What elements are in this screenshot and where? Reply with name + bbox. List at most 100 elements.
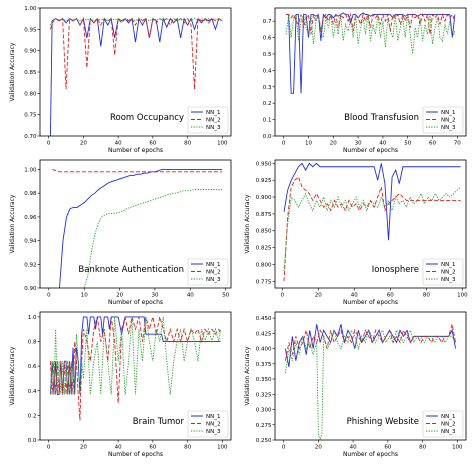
x-tick-label: 100	[217, 141, 228, 147]
legend-box	[187, 410, 229, 438]
subplot-5: 0 20 40 60 80 100 0.0 0.2 0.4 0.6 0.8 1.0 Number of …	[9, 311, 232, 458]
y-tick-label: 0.950	[256, 161, 272, 167]
x-tick-label: 100	[457, 293, 468, 299]
y-tick-label: 0.95	[24, 27, 37, 33]
y-tick-label: 0.350	[256, 377, 272, 383]
x-tick-label: 60	[384, 445, 391, 451]
x-axis-label: Number of epochs	[343, 147, 398, 154]
legend-label-NN_1: NN_1	[206, 414, 220, 420]
legend: NN_1 NN_2NN_3	[422, 410, 464, 438]
y-tick-label: 0.2	[28, 413, 37, 419]
legend-label-NN_1: NN_1	[206, 262, 220, 268]
series-line-NN_3	[49, 316, 222, 395]
legend: NN_1 NN_2NN_3	[187, 106, 229, 134]
x-tick-label: 30	[355, 141, 362, 147]
series-group	[285, 12, 456, 94]
y-tick-label: 0.98	[24, 191, 37, 197]
legend-label-NN_2: NN_2	[206, 270, 220, 276]
x-axis-label: Number of epochs	[343, 299, 398, 306]
y-tick-label: 0.275	[256, 423, 272, 429]
x-tick-label: 40	[187, 293, 194, 299]
y-tick-label: 0.800	[256, 262, 272, 268]
panel-title: Banknote Authentication	[78, 265, 184, 275]
x-tick-label: 60	[429, 141, 436, 147]
y-tick-label: 0.6	[28, 364, 37, 370]
y-tick-label: 0.425	[256, 331, 272, 337]
x-tick-label: 20	[80, 141, 87, 147]
series-line-NN_3	[284, 328, 456, 440]
y-tick-label: 0.5	[263, 52, 272, 58]
x-tick-label: 20	[315, 445, 322, 451]
x-tick-label: 60	[387, 293, 394, 299]
y-tick-label: 0.400	[256, 347, 272, 353]
x-tick-label: 20	[330, 141, 337, 147]
y-axis-label: Validation Accuracy	[244, 346, 251, 405]
x-axis-label: Number of epochs	[343, 451, 398, 458]
series-group	[49, 16, 223, 136]
y-tick-label: 0.85	[24, 70, 37, 76]
legend-label-NN_1: NN_1	[441, 110, 455, 116]
subplot-6: 0 20 40 60 80 100 0.250 0.275 0.300 0.325 0.350 0.3…	[244, 311, 467, 458]
series-line-NN_2	[49, 17, 223, 90]
plot-frame	[274, 7, 467, 137]
legend-label-NN_1: NN_1	[206, 110, 220, 116]
legend-box	[187, 106, 229, 134]
plot-frame	[39, 311, 232, 441]
x-axis-label: Number of epochs	[108, 299, 163, 306]
y-tick-label: 0.2	[263, 101, 272, 107]
panel-title: Blood Transfusion	[344, 113, 419, 123]
x-tick-label: 40	[351, 293, 358, 299]
y-tick-label: 0.80	[24, 91, 37, 97]
subplot-2: 0 10 20 30 40 50 60 70 0.0 0.1 0.2 0.3 0.4 0.5 0.6 0.7 N…	[263, 7, 467, 154]
legend: NN_1 NN_2NN_3	[187, 258, 229, 286]
x-tick-label: 0	[282, 141, 286, 147]
x-tick-label: 0	[47, 141, 51, 147]
y-tick-label: 0.3	[263, 85, 272, 91]
series-group	[52, 169, 223, 288]
panel-title: Phishing Website	[347, 417, 419, 427]
y-tick-label: 0.70	[24, 134, 37, 140]
y-tick-label: 0.4	[28, 389, 37, 395]
y-tick-label: 0.850	[256, 229, 272, 235]
y-tick-label: 0.450	[256, 316, 272, 322]
series-line-NN_2	[283, 176, 461, 282]
y-axis-label: Validation Accuracy	[9, 346, 16, 405]
y-tick-label: 0.7	[263, 19, 272, 25]
series-line-NN_3	[83, 189, 223, 288]
series-line-NN_1	[58, 169, 223, 288]
y-tick-label: 0.375	[256, 362, 272, 368]
legend-label-NN_1: NN_1	[441, 414, 455, 420]
x-tick-label: 20	[315, 293, 322, 299]
y-tick-label: 0.900	[256, 195, 272, 201]
y-tick-label: 0.94	[24, 239, 37, 245]
series-line-NN_1	[286, 12, 456, 94]
plot-frame	[274, 159, 467, 289]
y-axis-label: Validation Accuracy	[9, 194, 16, 253]
series-group	[283, 162, 461, 282]
x-tick-label: 0	[282, 445, 286, 451]
panel-title: Ionosphere	[372, 265, 419, 275]
y-tick-label: 1.00	[24, 167, 37, 173]
y-axis-label: Validation Accuracy	[9, 42, 16, 101]
x-tick-label: 40	[115, 445, 122, 451]
x-tick-label: 20	[116, 293, 123, 299]
legend: NN_1 NN_2NN_3	[422, 106, 464, 134]
y-tick-label: 0.1	[263, 118, 272, 124]
legend-label-NN_3: NN_3	[441, 125, 456, 131]
subplot-1: 0 20 40 60 80 100 0.70 0.75 0.80 0.85 0.90 0.95 1.00…	[9, 6, 232, 154]
legend-label-NN_3: NN_3	[441, 277, 456, 283]
plot-frame	[274, 311, 467, 441]
series-line-NN_1	[49, 316, 221, 395]
legend-label-NN_2: NN_2	[441, 270, 455, 276]
x-tick-label: 80	[423, 293, 430, 299]
x-tick-label: 100	[217, 445, 228, 451]
x-tick-label: 80	[419, 445, 426, 451]
legend-box	[187, 258, 229, 286]
legend-label-NN_3: NN_3	[206, 429, 221, 435]
y-tick-label: 1.00	[24, 6, 37, 12]
legend-box	[422, 258, 464, 286]
y-tick-label: 0.75	[24, 113, 37, 119]
subplot-3: 0 10 20 30 40 50 0.90 0.92 0.94 0.96 0.98 1.00 Numbe…	[9, 159, 232, 306]
x-tick-label: 40	[350, 445, 357, 451]
y-tick-label: 0.4	[263, 68, 272, 74]
